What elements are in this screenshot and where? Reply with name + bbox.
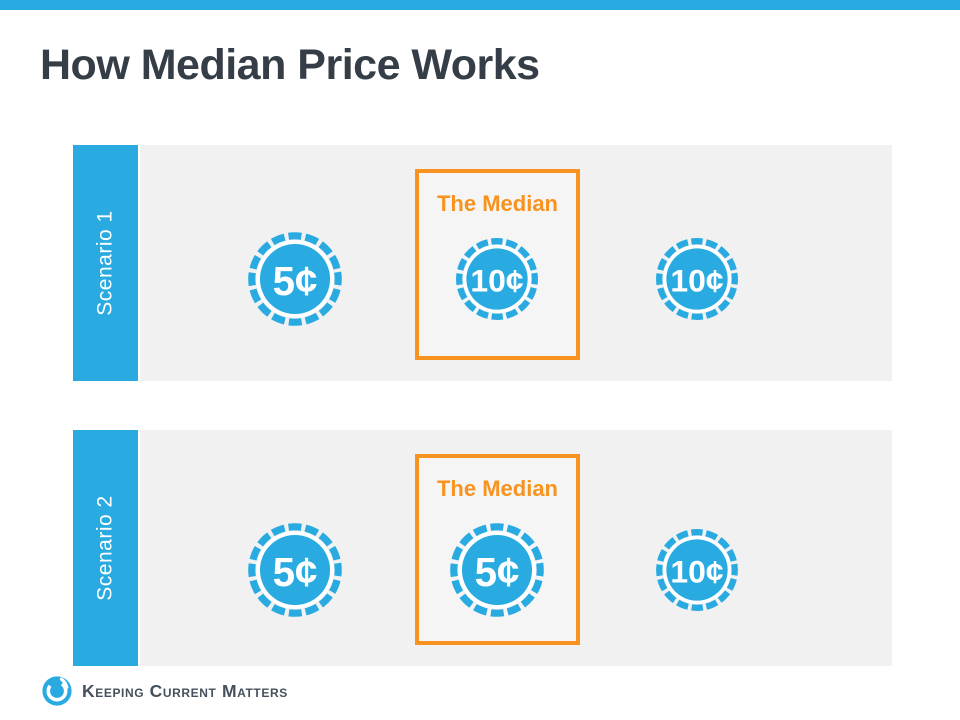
coin-face [461,534,533,606]
coin-value-label: 10¢ [670,554,723,590]
coin-dashed-ring [248,232,342,326]
coin-face [259,243,331,315]
coin-10c-icon: 10¢ [656,529,738,611]
top-accent-bar [0,0,960,10]
scenario-2-median-label: The Median [436,476,558,501]
coin-face [259,534,331,606]
page-title: How Median Price Works [40,41,540,89]
coin-5c-icon: 5¢ [248,523,342,617]
coin-10c-icon: 10¢ [656,238,738,320]
kcm-swirl-logo-icon [42,676,72,706]
scenario-1-coins: 5¢ 10¢ 10¢ [73,145,892,381]
coin-value-label: 5¢ [273,549,318,595]
coin-dashed-ring [656,529,738,611]
scenario-2-coins: 5¢ 5¢ 10¢ [73,430,892,666]
coin-dashed-ring [656,238,738,320]
scenario-1-label-bar: Scenario 1 [73,145,138,381]
coin-value-label: 10¢ [470,263,523,299]
scenario-2-row: Scenario 2 The Median 5¢ 5¢ 10¢ [73,430,892,666]
coin-dashed-ring [456,238,538,320]
coin-value-label: 5¢ [475,549,520,595]
coin-face [466,248,528,310]
coin-value-label: 10¢ [670,263,723,299]
brand-name: Keeping Current Matters [82,680,288,701]
scenario-1-median-label: The Median [436,191,558,216]
coin-5c-icon: 5¢ [450,523,544,617]
coin-face [666,539,728,601]
coin-face [666,248,728,310]
coin-10c-icon: 10¢ [456,238,538,320]
scenario-2-label-bar: Scenario 2 [73,430,138,666]
scenario-1-median-box: The Median [415,169,580,360]
coin-value-label: 5¢ [273,258,318,304]
scenario-1-row: Scenario 1 The Median 5¢ 10¢ 10¢ [73,145,892,381]
brand-footer: Keeping Current Matters [41,675,288,707]
coin-5c-icon: 5¢ [248,232,342,326]
